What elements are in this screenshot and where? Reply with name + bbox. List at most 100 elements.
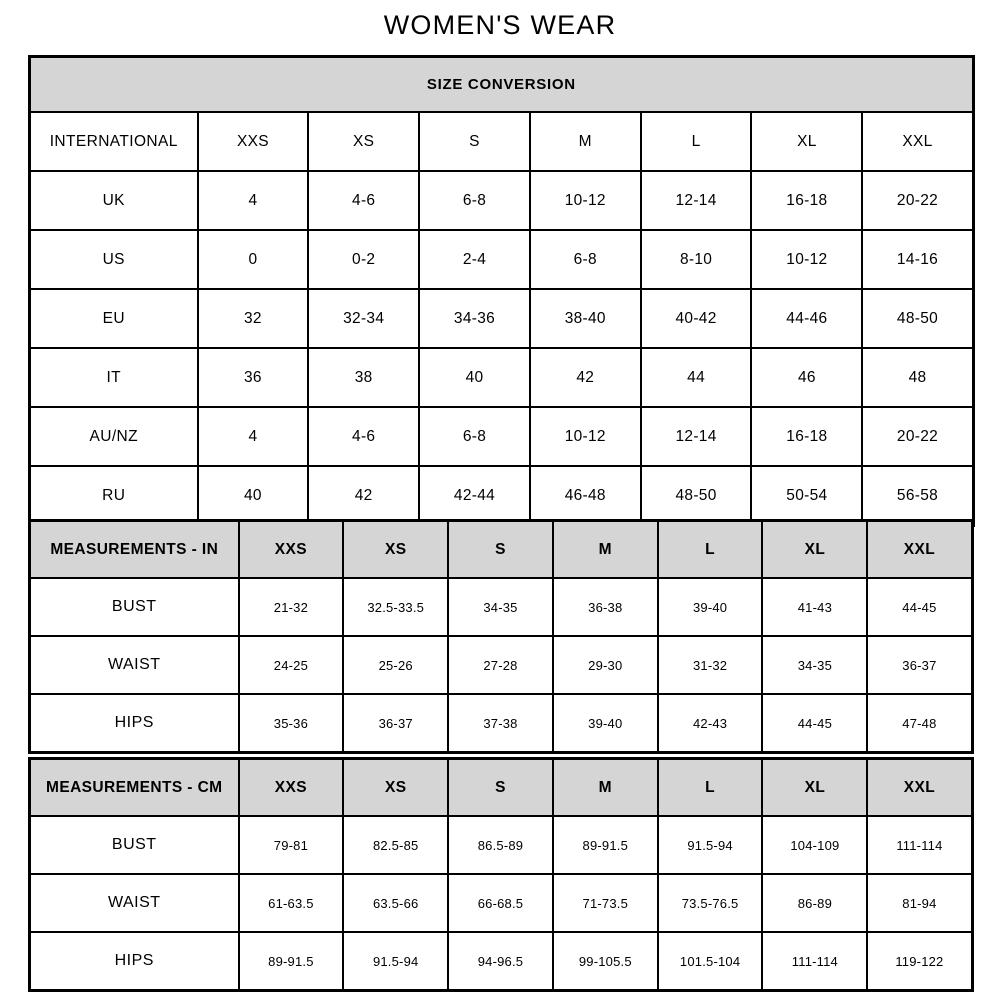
- table-cell: 34-35: [447, 577, 554, 637]
- row-label: HIPS: [28, 693, 240, 754]
- table-cell: 38: [307, 347, 421, 408]
- table-row: EU 32 32-34 34-36 38-40 40-42 44-46 48-5…: [28, 288, 975, 349]
- table-cell: 31-32: [656, 635, 764, 695]
- table-cell: 20-22: [861, 170, 975, 231]
- table-cell: 91.5-94: [656, 815, 764, 875]
- table-cell: 104-109: [761, 815, 869, 875]
- table-row: WAIST 24-25 25-26 27-28 29-30 31-32 34-3…: [28, 635, 974, 695]
- table-cell: 48-50: [639, 465, 753, 527]
- column-header-measurements-in: MEASUREMENTS - IN: [28, 519, 240, 579]
- table-cell: 41-43: [761, 577, 869, 637]
- table-cell: 40: [196, 465, 310, 527]
- table-row: RU 40 42 42-44 46-48 48-50 50-54 56-58: [28, 465, 975, 527]
- column-header-xs: XS: [342, 757, 450, 817]
- column-header-xxs: XXS: [196, 111, 310, 172]
- table-cell: 34-35: [761, 635, 869, 695]
- size-conversion-banner: SIZE CONVERSION: [28, 55, 975, 113]
- table-cell: 111-114: [866, 815, 974, 875]
- table-cell: 4: [196, 406, 310, 467]
- row-label: WAIST: [28, 873, 240, 933]
- measurements-centimeters-header-row: MEASUREMENTS - CM XXS XS S M L XL XXL: [28, 757, 974, 817]
- column-header-measurements-cm: MEASUREMENTS - CM: [28, 757, 240, 817]
- table-row: UK 4 4-6 6-8 10-12 12-14 16-18 20-22: [28, 170, 975, 231]
- table-cell: 89-91.5: [551, 815, 659, 875]
- table-cell: 44-46: [750, 288, 864, 349]
- table-cell: 44: [639, 347, 753, 408]
- table-cell: 42-43: [656, 693, 764, 754]
- table-cell: 81-94: [866, 873, 974, 933]
- table-row: HIPS 35-36 36-37 37-38 39-40 42-43 44-45…: [28, 693, 974, 754]
- table-cell: 39-40: [551, 693, 659, 754]
- table-row: WAIST 61-63.5 63.5-66 66-68.5 71-73.5 73…: [28, 873, 974, 933]
- table-cell: 73.5-76.5: [656, 873, 764, 933]
- table-cell: 39-40: [656, 577, 764, 637]
- table-cell: 27-28: [447, 635, 554, 695]
- column-header-l: L: [639, 111, 753, 172]
- table-cell: 44-45: [761, 693, 869, 754]
- table-cell: 63.5-66: [342, 873, 450, 933]
- page-title: WOMEN'S WEAR: [383, 10, 617, 40]
- table-cell: 38-40: [528, 288, 642, 349]
- table-cell: 8-10: [639, 229, 753, 290]
- measurements-inches-header-row: MEASUREMENTS - IN XXS XS S M L XL XXL: [28, 519, 974, 579]
- table-cell: 12-14: [639, 406, 753, 467]
- table-cell: 0: [196, 229, 310, 290]
- table-cell: 111-114: [761, 931, 869, 992]
- table-cell: 34-36: [418, 288, 531, 349]
- table-cell: 86-89: [761, 873, 869, 933]
- table-cell: 12-14: [639, 170, 753, 231]
- column-header-xs: XS: [307, 111, 421, 172]
- column-header-xl: XL: [750, 111, 864, 172]
- table-cell: 32: [196, 288, 310, 349]
- table-cell: 36-38: [551, 577, 659, 637]
- row-label: BUST: [28, 815, 240, 875]
- table-cell: 0-2: [307, 229, 421, 290]
- column-header-xl: XL: [761, 757, 869, 817]
- table-cell: 42: [528, 347, 642, 408]
- table-cell: 16-18: [750, 406, 864, 467]
- table-cell: 48-50: [861, 288, 975, 349]
- table-cell: 91.5-94: [342, 931, 450, 992]
- table-cell: 4-6: [307, 170, 421, 231]
- table-cell: 99-105.5: [551, 931, 659, 992]
- measurements-inches-table: MEASUREMENTS - IN XXS XS S M L XL XXL BU…: [28, 519, 974, 754]
- table-cell: 40-42: [639, 288, 753, 349]
- table-cell: 37-38: [447, 693, 554, 754]
- table-cell: 46-48: [528, 465, 642, 527]
- table-cell: 48: [861, 347, 975, 408]
- table-cell: 25-26: [342, 635, 450, 695]
- table-cell: 36-37: [866, 635, 974, 695]
- column-header-xxl: XXL: [866, 519, 974, 579]
- row-label: UK: [28, 170, 199, 231]
- row-label: HIPS: [28, 931, 240, 992]
- table-cell: 32.5-33.5: [342, 577, 450, 637]
- row-label: IT: [28, 347, 199, 408]
- table-cell: 35-36: [237, 693, 345, 754]
- column-header-m: M: [528, 111, 642, 172]
- column-header-international: INTERNATIONAL: [28, 111, 199, 172]
- table-cell: 10-12: [750, 229, 864, 290]
- table-cell: 86.5-89: [447, 815, 554, 875]
- column-header-xxs: XXS: [237, 757, 345, 817]
- table-cell: 119-122: [866, 931, 974, 992]
- column-header-xxl: XXL: [866, 757, 974, 817]
- table-cell: 24-25: [237, 635, 345, 695]
- column-header-l: L: [656, 757, 764, 817]
- column-header-l: L: [656, 519, 764, 579]
- row-label: WAIST: [28, 635, 240, 695]
- table-cell: 6-8: [528, 229, 642, 290]
- table-row: HIPS 89-91.5 91.5-94 94-96.5 99-105.5 10…: [28, 931, 974, 992]
- size-conversion-table: SIZE CONVERSION INTERNATIONAL XXS XS S M…: [28, 55, 975, 527]
- table-cell: 66-68.5: [447, 873, 554, 933]
- table-cell: 36-37: [342, 693, 450, 754]
- column-header-xxs: XXS: [237, 519, 345, 579]
- table-cell: 89-91.5: [237, 931, 345, 992]
- table-cell: 10-12: [528, 170, 642, 231]
- table-cell: 42: [307, 465, 421, 527]
- table-cell: 32-34: [307, 288, 421, 349]
- size-conversion-banner-row: SIZE CONVERSION: [28, 55, 975, 113]
- table-row: US 0 0-2 2-4 6-8 8-10 10-12 14-16: [28, 229, 975, 290]
- column-header-s: S: [447, 519, 554, 579]
- table-cell: 40: [418, 347, 531, 408]
